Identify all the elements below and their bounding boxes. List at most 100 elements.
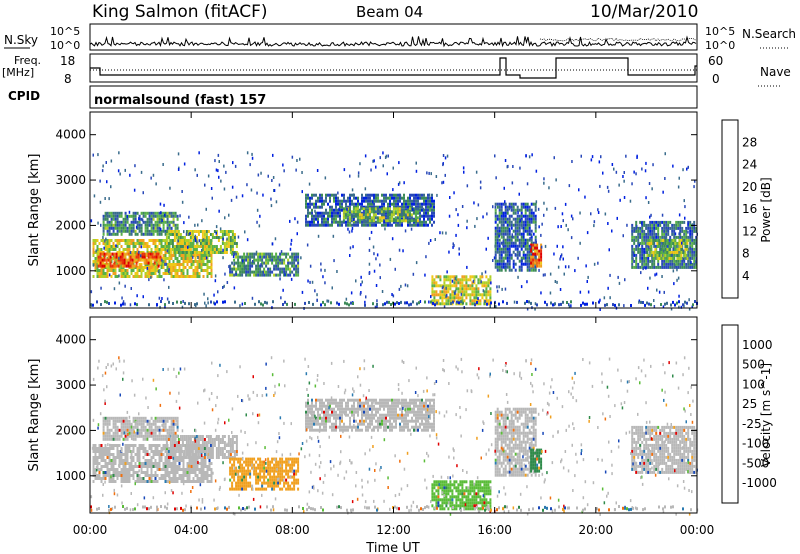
velocity-cell-0 [186, 477, 189, 480]
power-cell-4 [271, 270, 274, 274]
power-cell-4 [265, 270, 268, 274]
power-cell-1 [143, 255, 146, 259]
power-cell-5 [423, 193, 425, 197]
power-cell-6 [384, 210, 387, 214]
power-cell-1 [129, 261, 132, 265]
power-cell-2 [126, 229, 129, 233]
power-cell-7 [469, 302, 472, 306]
power-cell-9 [532, 246, 535, 250]
velocity-cell-1 [142, 416, 145, 420]
power-cell-4 [255, 264, 258, 268]
power-noise-point [228, 213, 230, 217]
power-cell-3 [201, 245, 204, 248]
power-cell-8 [504, 241, 507, 245]
power-cell-0 [186, 254, 189, 257]
power-cell-10 [635, 244, 638, 248]
power-noise-point [117, 169, 120, 173]
power-cell-5 [387, 202, 389, 206]
power-cell-8 [506, 217, 509, 221]
velocity-cell-0 [98, 471, 101, 474]
power-cell-0 [194, 269, 197, 272]
velocity-cell-0 [194, 480, 197, 483]
power-cell-0 [168, 266, 171, 269]
power-cell-8 [526, 259, 529, 263]
power-cell-8 [516, 235, 519, 239]
power-cell-0 [204, 254, 207, 257]
power-noise-point [511, 181, 514, 185]
power-cell-6 [408, 213, 411, 217]
velocity-cell-0 [158, 477, 161, 480]
power-cell-5 [323, 211, 325, 215]
power-cell-10 [681, 262, 684, 266]
velocity-cell-0 [156, 450, 159, 453]
power-cell-3 [205, 251, 208, 254]
power-noise-point [538, 268, 540, 272]
power-cell-3 [191, 233, 194, 236]
velocity-cell-0 [194, 459, 197, 462]
power-cell-0 [148, 251, 151, 254]
power-cell-3 [231, 248, 234, 251]
power-cell-2 [156, 217, 159, 221]
power-noise-point [442, 180, 445, 184]
power-noise-point [647, 286, 649, 290]
velocity-cell-0 [198, 480, 201, 483]
power-cell-8 [500, 214, 503, 218]
power-cell-5 [377, 193, 379, 197]
power-noise-point [242, 259, 244, 263]
power-cell-5 [425, 205, 427, 209]
power-cell-7 [437, 275, 440, 279]
power-noise-point [324, 176, 327, 180]
power-cell-10 [691, 226, 694, 230]
power-noise-point [277, 257, 279, 261]
power-cell-2 [142, 211, 145, 215]
power-noise-point [672, 247, 675, 251]
power-cell-0 [164, 251, 167, 254]
power-cell-2 [144, 211, 147, 215]
power-cell-7 [437, 302, 440, 306]
velocity-cell-0 [160, 477, 163, 480]
velocity-cell-0 [194, 471, 197, 474]
power-cell-0 [140, 275, 143, 278]
power-noise-point [316, 169, 319, 172]
power-noise-point [613, 167, 615, 171]
velocity-cell-0 [164, 444, 167, 447]
power-cell-5 [425, 199, 427, 203]
velocity-cell-0 [156, 474, 159, 477]
power-cell-4 [235, 270, 238, 274]
power-cell-10 [693, 256, 696, 260]
velocity-cell-1 [138, 428, 141, 432]
power-noise-point [163, 203, 165, 207]
power-cell-5 [431, 193, 433, 197]
power-cell-8 [510, 208, 513, 212]
power-cell-8 [496, 235, 499, 239]
power-cell-6 [396, 216, 399, 220]
power-cell-11 [652, 239, 655, 242]
power-cell-2 [162, 220, 165, 224]
power-cell-4 [259, 273, 262, 277]
power-cell-11 [666, 257, 669, 260]
power-cell-3 [165, 242, 168, 245]
power-cell-5 [421, 205, 423, 209]
velocity-cell-0 [174, 471, 177, 474]
velocity-cell-0 [108, 447, 111, 450]
power-noise-point [185, 232, 188, 236]
power-noise-point [115, 244, 117, 248]
power-cell-5 [429, 220, 431, 224]
velocity-cell-0 [134, 471, 137, 474]
velocity-cell-1 [142, 422, 145, 426]
power-cell-5 [335, 205, 337, 209]
power-cell-11 [680, 254, 683, 257]
power-cell-0 [138, 245, 141, 248]
power-noise-point [164, 305, 166, 309]
power-cell-0 [162, 248, 165, 251]
power-cell-1 [119, 252, 122, 256]
velocity-cell-0 [192, 468, 195, 471]
power-noise-point [244, 230, 246, 234]
power-cell-5 [335, 193, 337, 197]
power-cell-10 [649, 220, 652, 224]
power-cell-3 [165, 236, 168, 239]
velocity-cell-0 [152, 480, 155, 483]
power-noise-point [623, 196, 626, 199]
power-noise-point [572, 217, 574, 221]
power-cell-11 [686, 248, 689, 251]
